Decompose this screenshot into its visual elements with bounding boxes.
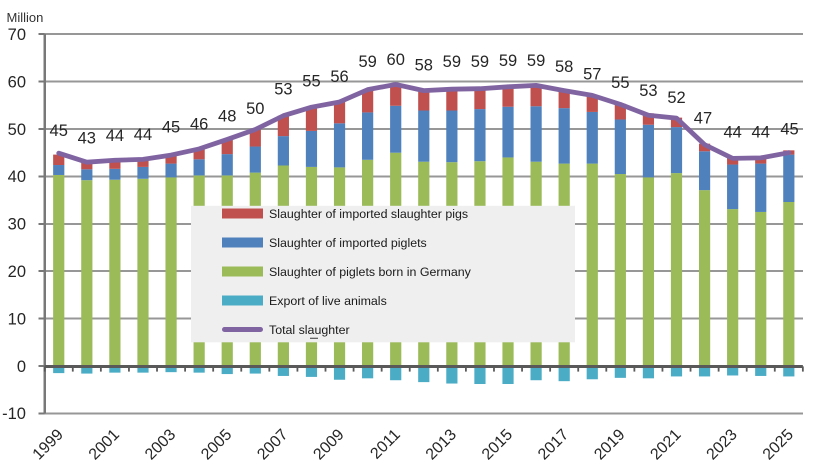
svg-text:30: 30 [8, 216, 26, 234]
svg-text:59: 59 [471, 53, 489, 71]
svg-text:56: 56 [330, 68, 348, 86]
svg-text:Slaughter of imported slaughte: Slaughter of imported slaughter pigs [269, 207, 468, 221]
svg-text:44: 44 [752, 124, 770, 142]
svg-text:58: 58 [555, 58, 573, 76]
svg-text:47: 47 [694, 110, 712, 128]
svg-text:20: 20 [8, 263, 26, 281]
svg-text:10: 10 [8, 310, 26, 328]
svg-text:45: 45 [50, 122, 68, 140]
svg-text:50: 50 [8, 121, 26, 139]
svg-text:48: 48 [218, 108, 236, 126]
svg-text:59: 59 [358, 53, 376, 71]
svg-text:55: 55 [302, 73, 320, 91]
svg-text:53: 53 [274, 81, 292, 99]
svg-text:46: 46 [190, 115, 208, 133]
svg-text:50: 50 [246, 100, 264, 118]
svg-text:60: 60 [387, 51, 405, 69]
svg-text:44: 44 [723, 124, 741, 142]
svg-text:43: 43 [78, 129, 96, 147]
svg-text:55: 55 [611, 74, 629, 92]
svg-text:70: 70 [8, 26, 26, 44]
svg-text:44: 44 [106, 127, 124, 145]
svg-text:Million: Million [7, 10, 44, 25]
svg-text:58: 58 [415, 57, 433, 75]
svg-text:Export of live animals: Export of live animals [269, 294, 387, 308]
svg-text:-10: -10 [2, 405, 26, 423]
svg-text:52: 52 [667, 89, 685, 107]
svg-text:Slaughter of imported piglets: Slaughter of imported piglets [269, 236, 427, 250]
svg-text:0: 0 [17, 358, 26, 376]
svg-text:Slaughter of piglets born in G: Slaughter of piglets born in Germany [269, 265, 472, 279]
svg-text:45: 45 [162, 119, 180, 137]
svg-text:60: 60 [8, 73, 26, 91]
svg-text:40: 40 [8, 168, 26, 186]
svg-text:53: 53 [639, 82, 657, 100]
svg-text:59: 59 [499, 52, 517, 70]
svg-text:44: 44 [134, 126, 152, 144]
svg-text:45: 45 [780, 120, 798, 138]
svg-text:59: 59 [443, 53, 461, 71]
svg-text:Total slaughter: Total slaughter [269, 323, 350, 337]
svg-text:57: 57 [583, 66, 601, 84]
svg-text:59: 59 [527, 52, 545, 70]
